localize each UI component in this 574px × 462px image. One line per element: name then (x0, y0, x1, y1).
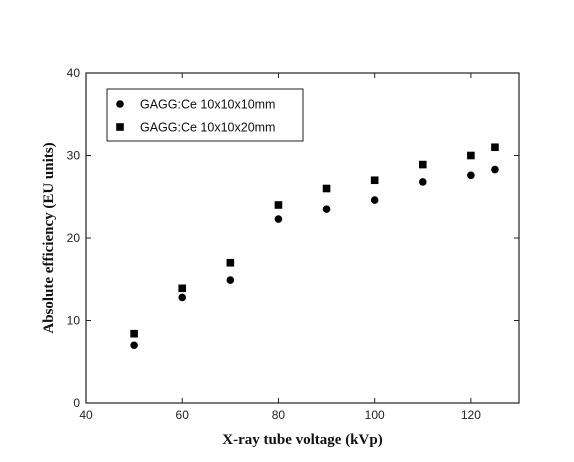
data-point-series-1 (226, 276, 235, 284)
data-point-series-2 (370, 176, 379, 185)
legend-label-series-2: GAGG:Ce 10x10x20mm (140, 121, 275, 135)
y-tick-label: 10 (67, 314, 81, 328)
y-tick-label: 0 (73, 396, 80, 410)
y-tick-label: 40 (67, 66, 81, 80)
x-tick-label: 100 (365, 408, 385, 422)
data-point-series-1 (418, 178, 427, 186)
data-point-series-2 (274, 201, 283, 209)
x-axis-label: X-ray tube voltage (kVp) (222, 432, 382, 448)
legend-marker-series-2 (116, 123, 124, 131)
data-point-series-1 (491, 165, 499, 174)
x-tick-label: 80 (272, 408, 286, 422)
data-point-series-1 (370, 196, 379, 204)
data-point-series-1 (178, 293, 187, 302)
data-point-series-1 (467, 171, 475, 180)
data-points (130, 143, 499, 350)
legend-label-series-1: GAGG:Ce 10x10x10mm (140, 98, 275, 112)
y-tick-label: 30 (67, 149, 81, 163)
legend-box (106, 88, 304, 142)
y-axis-label: Absolute efficiency (EU units) (41, 142, 57, 333)
legend-marker-series-1 (116, 100, 124, 108)
data-point-series-2 (130, 329, 138, 338)
y-tick-label: 20 (67, 231, 81, 245)
data-point-series-2 (467, 151, 475, 160)
x-tick-label: 40 (79, 408, 93, 422)
x-tick-label: 60 (176, 408, 190, 422)
data-point-series-1 (322, 205, 331, 213)
data-point-series-2 (491, 143, 499, 152)
ticks: 40 60 80 100 120 0 10 20 30 40 (67, 66, 519, 422)
data-point-series-1 (274, 215, 283, 223)
data-point-series-2 (418, 160, 427, 169)
data-point-series-1 (130, 341, 138, 350)
data-point-series-2 (226, 258, 235, 267)
data-point-series-2 (178, 284, 187, 293)
legend: GAGG:Ce 10x10x10mm GAGG:Ce 10x10x20mm (106, 88, 304, 142)
data-point-series-2 (322, 184, 331, 193)
x-tick-label: 120 (461, 408, 481, 422)
